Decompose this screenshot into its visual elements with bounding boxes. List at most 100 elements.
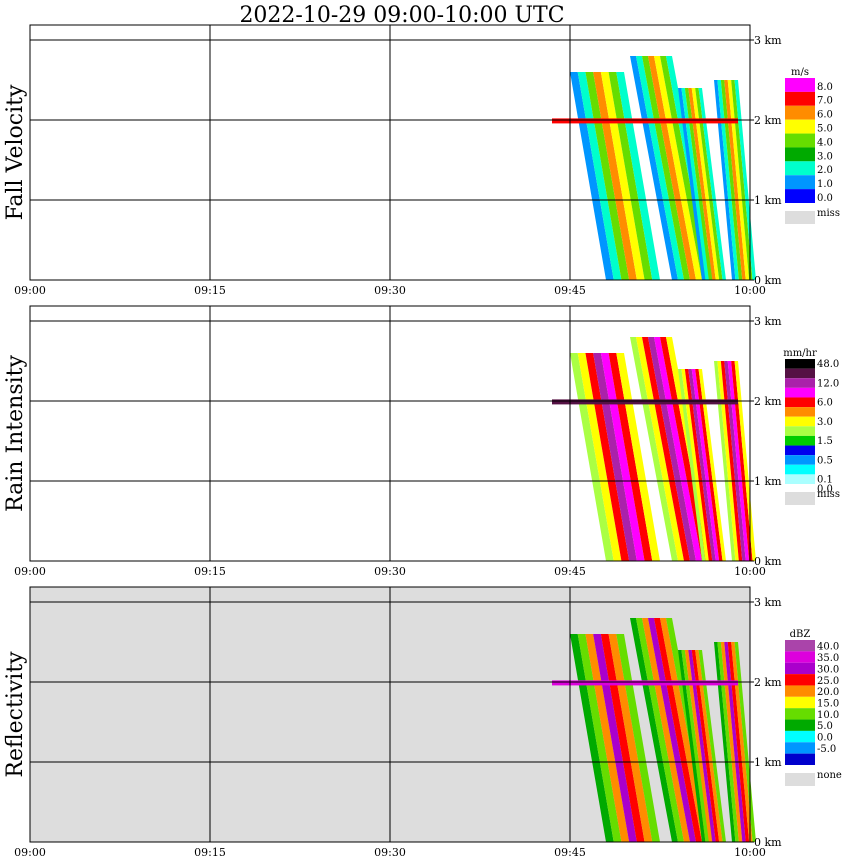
precip-cell xyxy=(593,72,637,280)
bright-band xyxy=(552,118,738,124)
panel-ylabel: Reflectivity xyxy=(3,651,28,778)
precip-cell xyxy=(630,618,678,842)
precip-cell xyxy=(642,337,690,561)
legend-label: 5.0 xyxy=(817,721,833,732)
legend-miss-swatch xyxy=(785,211,815,224)
legend-label: 0.0 xyxy=(817,733,833,744)
precip-cell xyxy=(720,642,743,842)
precip-cell xyxy=(600,634,645,842)
legend-swatch xyxy=(785,78,815,92)
legend-miss-label: miss xyxy=(817,208,840,219)
panels-group: 09:00 09:15 09:30 09:45 10:000 km1 km2 km3 k… xyxy=(3,24,842,859)
precip-band-2 xyxy=(678,369,726,561)
legend: m/s 8.0 7.0 6.0 5.0 4.0 3.0 2.0 1.0 0.0 miss xyxy=(785,67,840,224)
panel-1: 09:00 09:15 09:30 09:45 10:000 km 1 km 2 km 3 k… xyxy=(3,305,840,578)
legend-swatch xyxy=(785,189,815,203)
precip-band-0 xyxy=(570,353,660,561)
legend-label: 7.0 xyxy=(817,96,833,107)
legend-label: 35.0 xyxy=(817,653,839,664)
x-tick-label: 09:15 xyxy=(194,284,226,297)
legend-label: 48.0 xyxy=(817,359,839,370)
legend-swatch xyxy=(785,147,815,162)
legend-label: 0.1 xyxy=(817,475,833,486)
y-tick-label: 3 km xyxy=(754,596,782,609)
precip-cell xyxy=(684,88,713,280)
precip-cell xyxy=(608,634,653,842)
figure-title: 2022-10-29 09:00-10:00 UTC xyxy=(239,3,564,28)
precip-cell xyxy=(593,353,637,561)
legend-swatch xyxy=(785,175,815,190)
precip-cell xyxy=(648,56,696,280)
precip-band-2 xyxy=(678,650,726,842)
precip-cell xyxy=(731,642,753,842)
x-tick-label: 09:15 xyxy=(194,565,226,578)
legend-label: 10.0 xyxy=(817,710,839,721)
precip-cell xyxy=(577,72,622,280)
precip-cell xyxy=(717,642,739,842)
precip-cell xyxy=(681,88,709,280)
precip-cell xyxy=(695,88,723,280)
precip-cell xyxy=(681,369,709,561)
legend-label: 0.0 xyxy=(817,484,833,495)
precip-cell xyxy=(731,80,753,280)
x-tick-label: 09:30 xyxy=(374,565,406,578)
precip-cell xyxy=(636,56,684,280)
precip-cell xyxy=(678,88,706,280)
y-tick-label: 2 km xyxy=(754,114,782,127)
legend-swatch xyxy=(785,161,815,176)
precip-cell xyxy=(648,337,696,561)
precip-cell xyxy=(698,88,726,280)
precip-band-0 xyxy=(570,634,660,842)
precip-cell xyxy=(714,642,736,842)
y-tick-label: 1 km xyxy=(754,194,782,207)
legend-swatch xyxy=(785,91,815,106)
legend-label: 4.0 xyxy=(817,137,833,148)
legend-swatch xyxy=(785,359,815,369)
precip-cell xyxy=(681,650,709,842)
precip-cell xyxy=(678,650,706,842)
legend-swatch xyxy=(785,426,815,436)
panel-2: 09:00 09:15 09:30 09:45 10:000 km 1 km 2 km 3 k… xyxy=(3,586,842,859)
y-tick-label: 2 km xyxy=(754,676,782,689)
x-tick-label: 09:15 xyxy=(194,846,226,859)
precip-cell xyxy=(688,650,716,842)
precip-cell xyxy=(695,369,723,561)
precip-cell xyxy=(684,369,713,561)
panel-ylabel: Rain Intensity xyxy=(3,354,28,511)
legend: dBZ 40.035.030.025.020.015.010.05.00.0-5.… xyxy=(785,629,842,786)
precip-cell xyxy=(570,72,614,280)
precip-cell xyxy=(654,56,702,280)
precip-cell xyxy=(648,618,696,842)
legend-label: -5.0 xyxy=(817,744,836,755)
precip-cell xyxy=(724,642,746,842)
precip-cell xyxy=(734,642,756,842)
precip-cell xyxy=(616,634,660,842)
x-tick-label: 09:30 xyxy=(374,284,406,297)
bright-band xyxy=(552,399,738,405)
x-tick-label: 09:45 xyxy=(554,565,586,578)
legend-label: 15.0 xyxy=(817,698,839,709)
legend-label: 3.0 xyxy=(817,417,833,428)
legend-unit: m/s xyxy=(791,67,809,78)
plot-frame xyxy=(29,586,751,843)
legend-label: 6.0 xyxy=(817,110,833,121)
precip-cell xyxy=(570,634,614,842)
panel-ylabel: Fall Velocity xyxy=(3,84,28,220)
legend-swatch xyxy=(785,708,815,720)
legend-swatch xyxy=(785,445,815,456)
y-tick-label: 3 km xyxy=(754,315,782,328)
precip-band-0 xyxy=(570,72,660,280)
y-tick-label: 0 km xyxy=(754,274,782,287)
plot-frame xyxy=(29,305,751,562)
precip-cell xyxy=(593,634,637,842)
legend-swatch xyxy=(785,378,815,388)
precip-cell xyxy=(724,361,746,561)
plot-frame xyxy=(29,24,751,281)
precip-cell xyxy=(600,72,645,280)
legend-label: 12.0 xyxy=(817,378,839,389)
legend-label: 1.0 xyxy=(817,179,833,190)
precip-cell xyxy=(585,634,630,842)
legend-label: 40.0 xyxy=(817,642,839,653)
